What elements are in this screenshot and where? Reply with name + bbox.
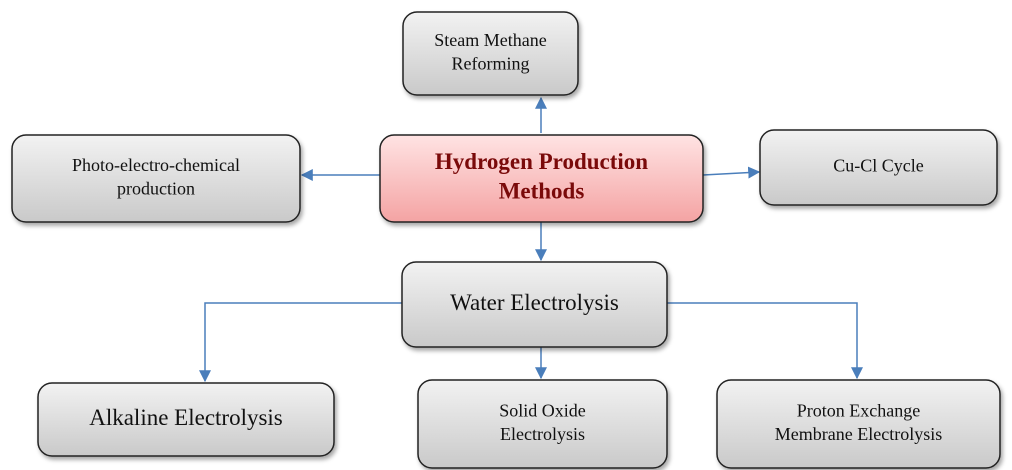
node-label: Methods	[499, 179, 585, 204]
node-label: production	[117, 178, 195, 198]
nodes: Hydrogen Production Methods Steam Methane R…	[11, 11, 1001, 469]
node	[11, 134, 301, 223]
node-label: Water Electrolysis	[450, 290, 619, 315]
connectors	[199, 96, 863, 383]
arrow	[199, 302, 402, 383]
central-node	[379, 134, 704, 223]
node	[37, 382, 335, 457]
node	[716, 379, 1001, 469]
node-label: Electrolysis	[500, 424, 585, 444]
node-label: Steam Methane	[434, 30, 546, 50]
node-label: Proton Exchange	[797, 400, 920, 420]
node-label: Reforming	[452, 53, 530, 73]
node-label: Solid Oxide	[499, 400, 586, 420]
node-label: Membrane Electrolysis	[775, 424, 942, 444]
node	[417, 379, 668, 469]
node-label: Cu-Cl Cycle	[833, 156, 924, 176]
node	[401, 261, 668, 348]
node	[759, 129, 998, 206]
node-label: Hydrogen Production	[435, 149, 648, 174]
arrow	[667, 302, 863, 380]
arrow	[702, 166, 761, 179]
node	[402, 11, 579, 96]
node-label: Photo-electro-chemical	[72, 155, 240, 175]
node-label: Alkaline Electrolysis	[89, 405, 283, 430]
